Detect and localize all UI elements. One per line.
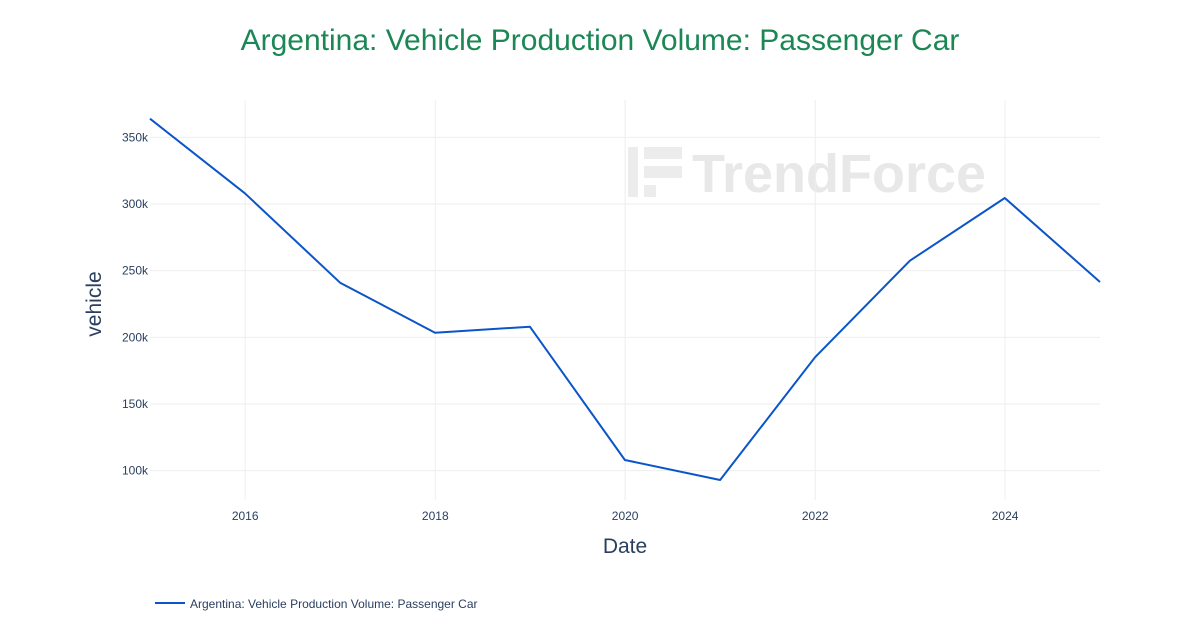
y-tick-label: 100k — [122, 464, 149, 478]
y-axis-title: vehicle — [83, 271, 106, 336]
x-axis-ticks: 2016 2018 2020 2022 2024 — [232, 509, 1019, 523]
watermark-text: TrendForce — [692, 144, 986, 204]
x-tick-label: 2024 — [992, 509, 1019, 523]
trendforce-watermark: TrendForce — [628, 144, 986, 204]
y-tick-label: 250k — [122, 264, 149, 278]
y-tick-label: 300k — [122, 197, 149, 211]
trendforce-logo-icon — [628, 147, 682, 197]
x-axis-title: Date — [603, 535, 647, 558]
x-tick-label: 2022 — [802, 509, 829, 523]
x-tick-label: 2020 — [612, 509, 639, 523]
y-tick-label: 350k — [122, 130, 149, 144]
legend[interactable]: Argentina: Vehicle Production Volume: Pa… — [155, 597, 478, 611]
legend-label: Argentina: Vehicle Production Volume: Pa… — [190, 597, 478, 611]
y-tick-label: 150k — [122, 397, 149, 411]
x-tick-label: 2018 — [422, 509, 449, 523]
x-tick-label: 2016 — [232, 509, 259, 523]
series-line[interactable] — [149, 117, 1101, 481]
chart-title: Argentina: Vehicle Production Volume: Pa… — [241, 24, 960, 57]
y-axis-ticks: 100k 150k 200k 250k 300k 350k — [122, 130, 149, 477]
y-tick-label: 200k — [122, 330, 149, 344]
grid — [150, 100, 1100, 500]
